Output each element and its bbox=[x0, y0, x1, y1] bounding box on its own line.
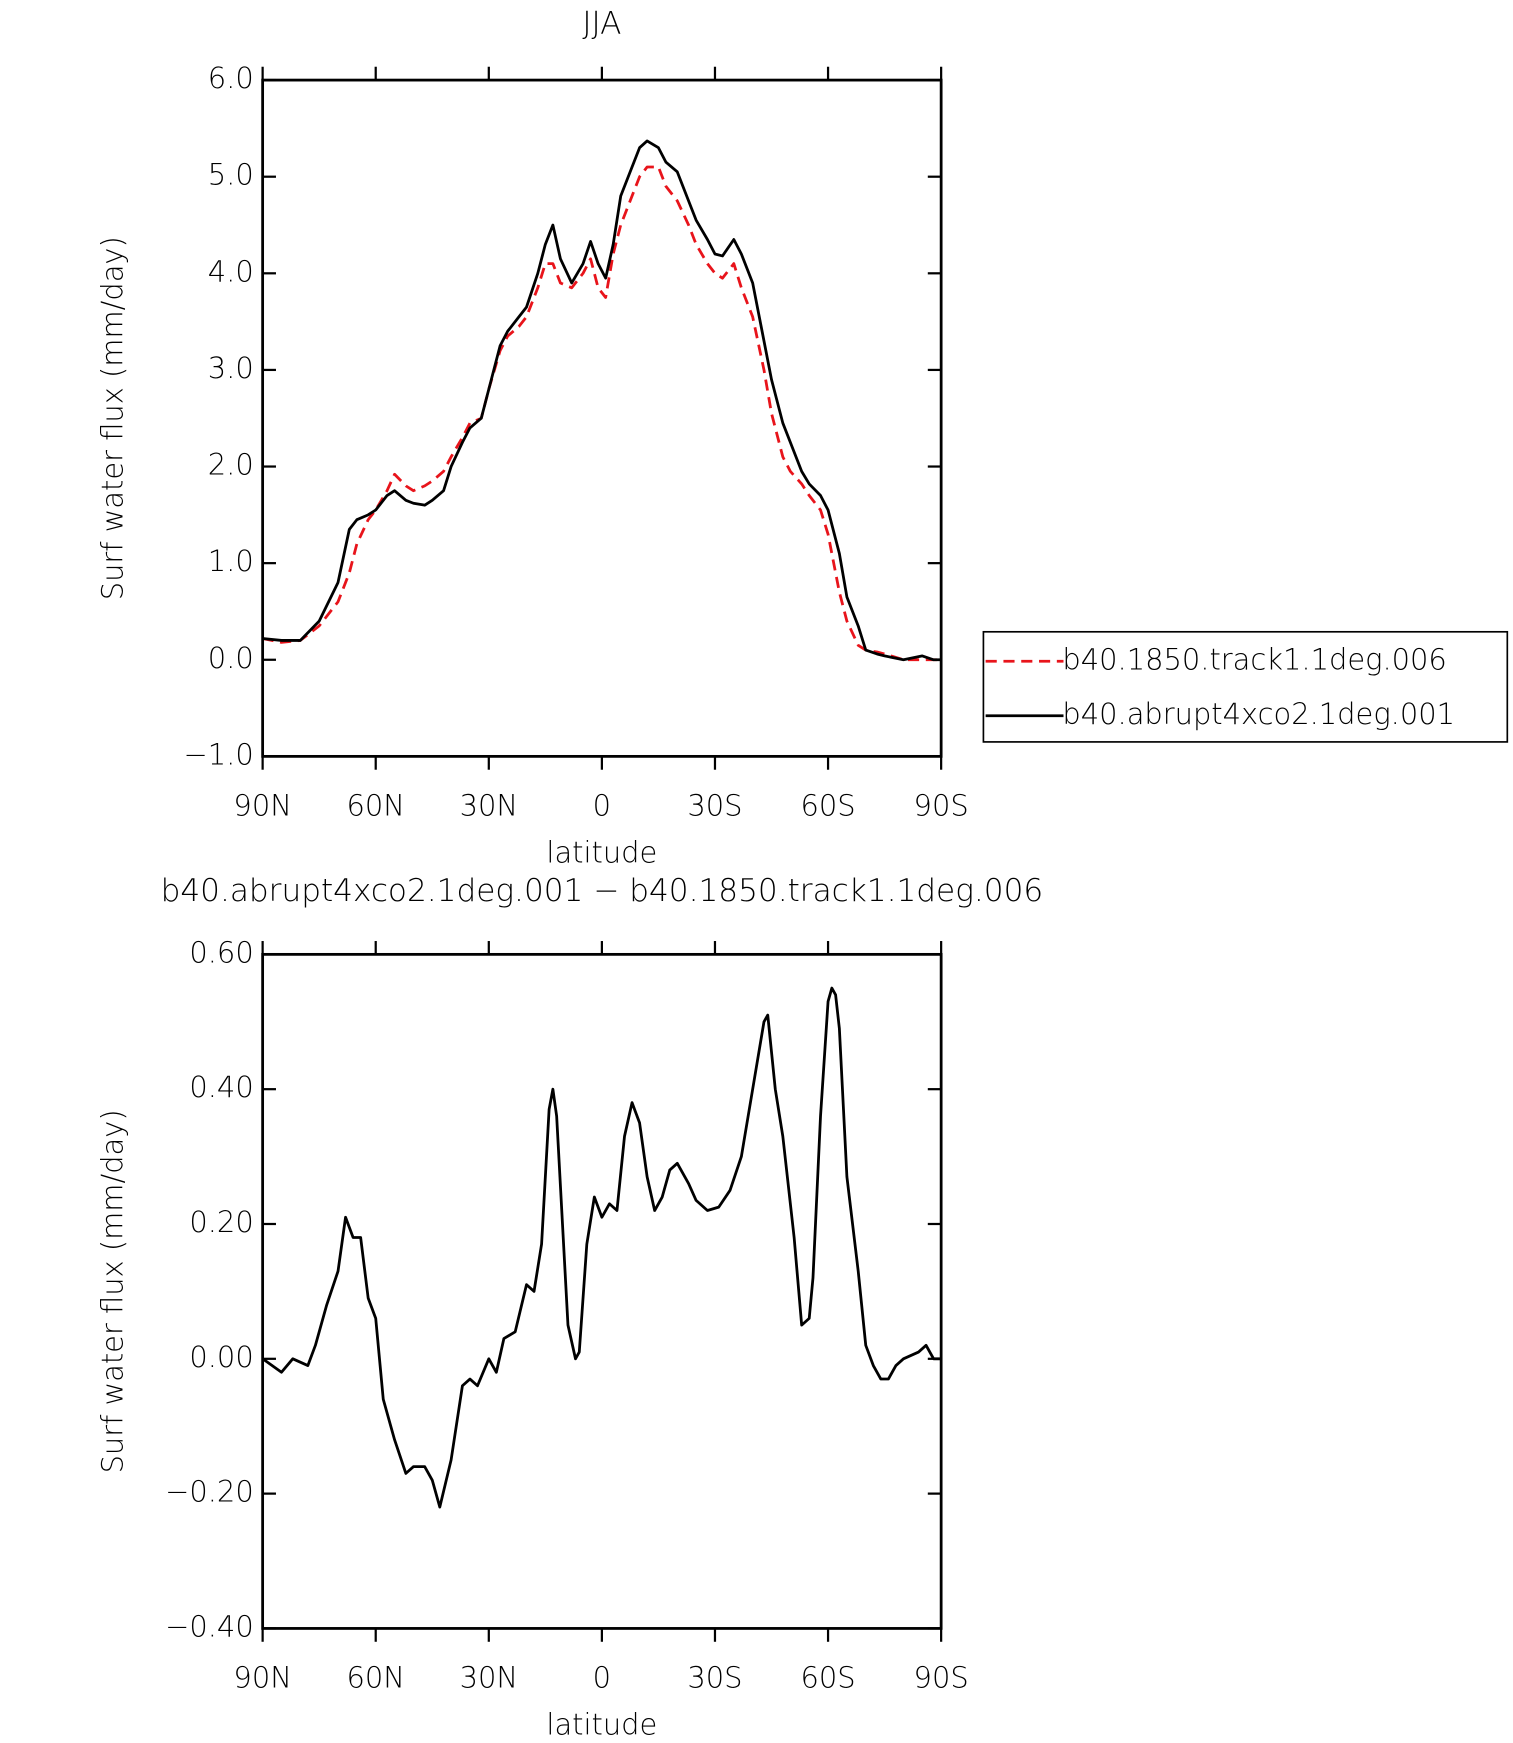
x-tick-label: 30S bbox=[687, 789, 742, 823]
y-tick-label: 0.60 bbox=[189, 935, 253, 969]
x-axis-label: latitude bbox=[546, 1707, 657, 1741]
x-tick-label: 90N bbox=[233, 1661, 291, 1695]
y-tick-label: −1.0 bbox=[184, 737, 254, 771]
legend-label: b40.abrupt4xco2.1deg.001 bbox=[1062, 697, 1455, 731]
chart-title: JJA bbox=[582, 5, 621, 41]
y-tick-label: 0.40 bbox=[189, 1070, 253, 1104]
y-tick-label: 3.0 bbox=[208, 351, 254, 385]
x-tick-label: 60S bbox=[800, 789, 855, 823]
x-tick-label: 90S bbox=[914, 1661, 969, 1695]
plot-frame bbox=[261, 952, 943, 1630]
x-tick-label: 60N bbox=[347, 1661, 405, 1695]
x-tick-label: 30S bbox=[687, 1661, 742, 1695]
x-tick-label: 30N bbox=[460, 789, 518, 823]
x-tick-label: 0 bbox=[593, 789, 611, 823]
y-tick-label: 1.0 bbox=[208, 544, 254, 578]
legend-label: b40.1850.track1.1deg.006 bbox=[1062, 642, 1446, 676]
y-tick-label: 0.0 bbox=[208, 641, 254, 675]
x-tick-label: 60S bbox=[800, 1661, 855, 1695]
y-tick-label: 2.0 bbox=[208, 448, 254, 482]
plot-frame bbox=[261, 78, 943, 758]
chart-title: b40.abrupt4xco2.1deg.001 − b40.1850.trac… bbox=[161, 873, 1044, 909]
y-tick-label: 5.0 bbox=[208, 158, 254, 192]
x-tick-label: 0 bbox=[593, 1661, 611, 1695]
series-line bbox=[261, 986, 942, 1509]
x-tick-label: 30N bbox=[460, 1661, 518, 1695]
legend-box bbox=[982, 630, 1509, 743]
x-tick-label: 60N bbox=[347, 789, 405, 823]
y-axis-label: Surf water flux (mm/day) bbox=[96, 1109, 130, 1473]
y-axis-label: Surf water flux (mm/day) bbox=[96, 236, 130, 600]
y-tick-label: 0.00 bbox=[189, 1340, 253, 1374]
series-line bbox=[262, 139, 942, 662]
y-tick-label: −0.40 bbox=[165, 1609, 254, 1643]
x-tick-label: 90N bbox=[233, 789, 291, 823]
x-tick-label: 90S bbox=[914, 789, 969, 823]
y-tick-label: 4.0 bbox=[208, 254, 254, 288]
y-tick-label: 6.0 bbox=[208, 61, 254, 95]
y-tick-label: −0.20 bbox=[165, 1475, 254, 1509]
y-tick-label: 0.20 bbox=[189, 1205, 253, 1239]
x-axis-label: latitude bbox=[546, 835, 657, 869]
series-line bbox=[262, 165, 942, 662]
